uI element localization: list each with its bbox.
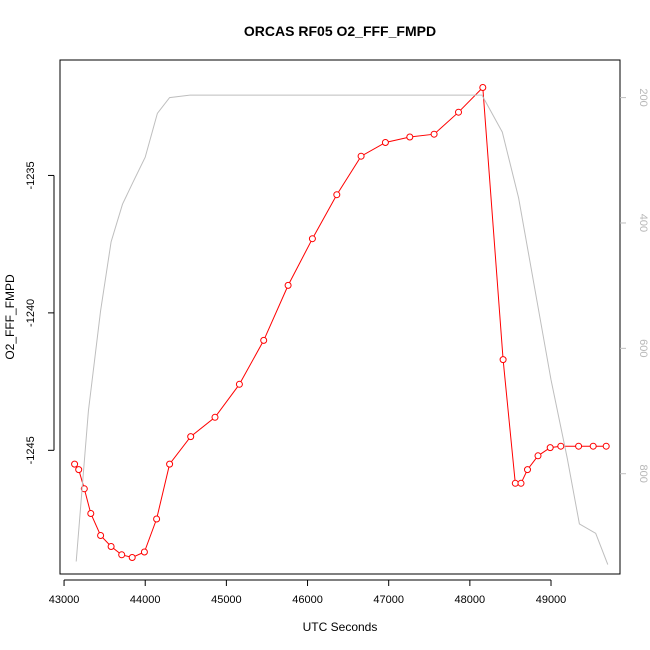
y-tick-label: -1245 xyxy=(25,436,37,464)
data-point xyxy=(166,460,174,468)
data-point xyxy=(517,479,525,487)
y2-tick-label: 200 xyxy=(637,88,649,106)
data-point xyxy=(524,466,531,474)
data-point xyxy=(430,130,438,138)
data-point xyxy=(534,452,542,460)
x-tick-label: 43000 xyxy=(49,594,80,606)
data-point xyxy=(87,510,95,517)
data-point xyxy=(284,281,292,289)
data-point xyxy=(128,554,136,561)
data-point xyxy=(602,442,610,450)
series-2-line xyxy=(75,94,609,565)
x-tick-label: 46000 xyxy=(292,594,323,606)
data-point xyxy=(479,84,487,91)
data-point xyxy=(406,133,414,141)
x-axis-title: UTC Seconds xyxy=(303,620,378,634)
data-point xyxy=(499,356,507,364)
x-tick-label: 47000 xyxy=(373,594,404,606)
x-tick-label: 48000 xyxy=(455,594,486,606)
y-axis-left: -1235 -1240 -1245 xyxy=(25,161,55,464)
data-point xyxy=(118,551,126,559)
plot-area xyxy=(59,59,621,575)
data-point xyxy=(589,442,597,450)
y2-tick-label: 600 xyxy=(637,339,649,357)
x-tick-label: 49000 xyxy=(536,594,567,606)
data-point xyxy=(546,444,554,452)
data-point xyxy=(308,235,316,243)
x-tick-label: 44000 xyxy=(130,594,161,606)
data-point xyxy=(211,413,219,421)
data-point xyxy=(455,108,462,116)
data-point xyxy=(140,548,148,556)
data-point xyxy=(557,442,565,450)
data-point xyxy=(357,152,365,160)
y2-tick-label: 800 xyxy=(637,465,649,483)
series-1-line xyxy=(74,86,607,559)
chart-title: ORCAS RF05 O2_FFF_FMPD xyxy=(244,23,436,39)
data-point xyxy=(381,139,389,146)
y2-tick-label: 400 xyxy=(637,214,649,232)
data-point xyxy=(575,442,583,450)
data-point xyxy=(260,336,268,344)
data-point xyxy=(97,532,105,539)
x-tick-label: 45000 xyxy=(211,594,242,606)
data-point xyxy=(511,479,519,487)
data-point xyxy=(80,485,88,493)
data-point xyxy=(187,433,195,441)
data-point xyxy=(235,380,243,388)
y-tick-label: -1240 xyxy=(25,299,37,327)
series-layer xyxy=(71,84,610,565)
y-axis-right: 200 400 600 800 xyxy=(620,88,649,483)
data-point xyxy=(153,515,161,523)
data-point xyxy=(75,466,83,474)
data-point xyxy=(71,460,79,468)
x-axis: 43000 44000 45000 46000 47000 48000 49000 xyxy=(49,579,567,606)
data-point xyxy=(333,191,341,199)
y-tick-label: -1235 xyxy=(25,161,37,189)
data-point xyxy=(107,543,115,550)
y-axis-title: O2_FFF_FMPD xyxy=(3,274,17,360)
